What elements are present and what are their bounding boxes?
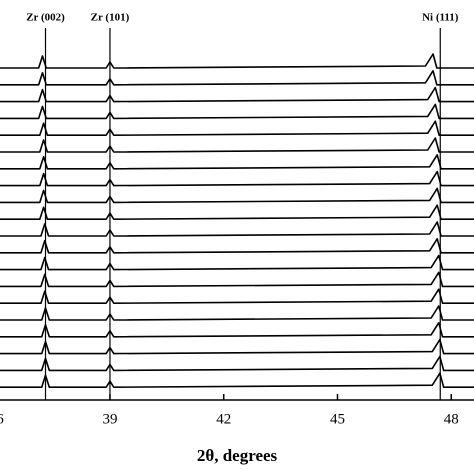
pattern-line (0, 305, 474, 321)
pattern-line (0, 70, 474, 86)
pattern-line (0, 254, 474, 271)
pattern-line (0, 271, 474, 288)
pattern-line (0, 338, 474, 355)
x-tick-label: 36 (0, 411, 4, 427)
x-tick-label: 45 (330, 411, 345, 427)
pattern-line (0, 170, 474, 187)
pattern-line (0, 355, 474, 372)
pattern-line (0, 53, 474, 69)
pattern-line (0, 204, 474, 220)
pattern-line (0, 120, 474, 136)
pattern-line (0, 288, 474, 304)
reference-label: Zr (101) (91, 12, 130, 24)
pattern-line (0, 322, 474, 338)
reference-label: Zr (002) (26, 12, 65, 24)
x-tick-label: 42 (216, 411, 231, 427)
pattern-line (0, 372, 474, 388)
pattern-line (0, 103, 474, 120)
pattern-line (0, 137, 474, 153)
pattern-line (0, 238, 474, 254)
x-tick-label: 48 (444, 411, 459, 427)
pattern-line (0, 86, 474, 103)
reference-label: Ni (111) (422, 12, 459, 24)
pattern-line (0, 154, 474, 170)
x-axis-label: 2θ, degrees (197, 446, 278, 465)
x-tick-label: 39 (102, 411, 117, 427)
pattern-line (0, 221, 474, 237)
pattern-line (0, 187, 474, 204)
